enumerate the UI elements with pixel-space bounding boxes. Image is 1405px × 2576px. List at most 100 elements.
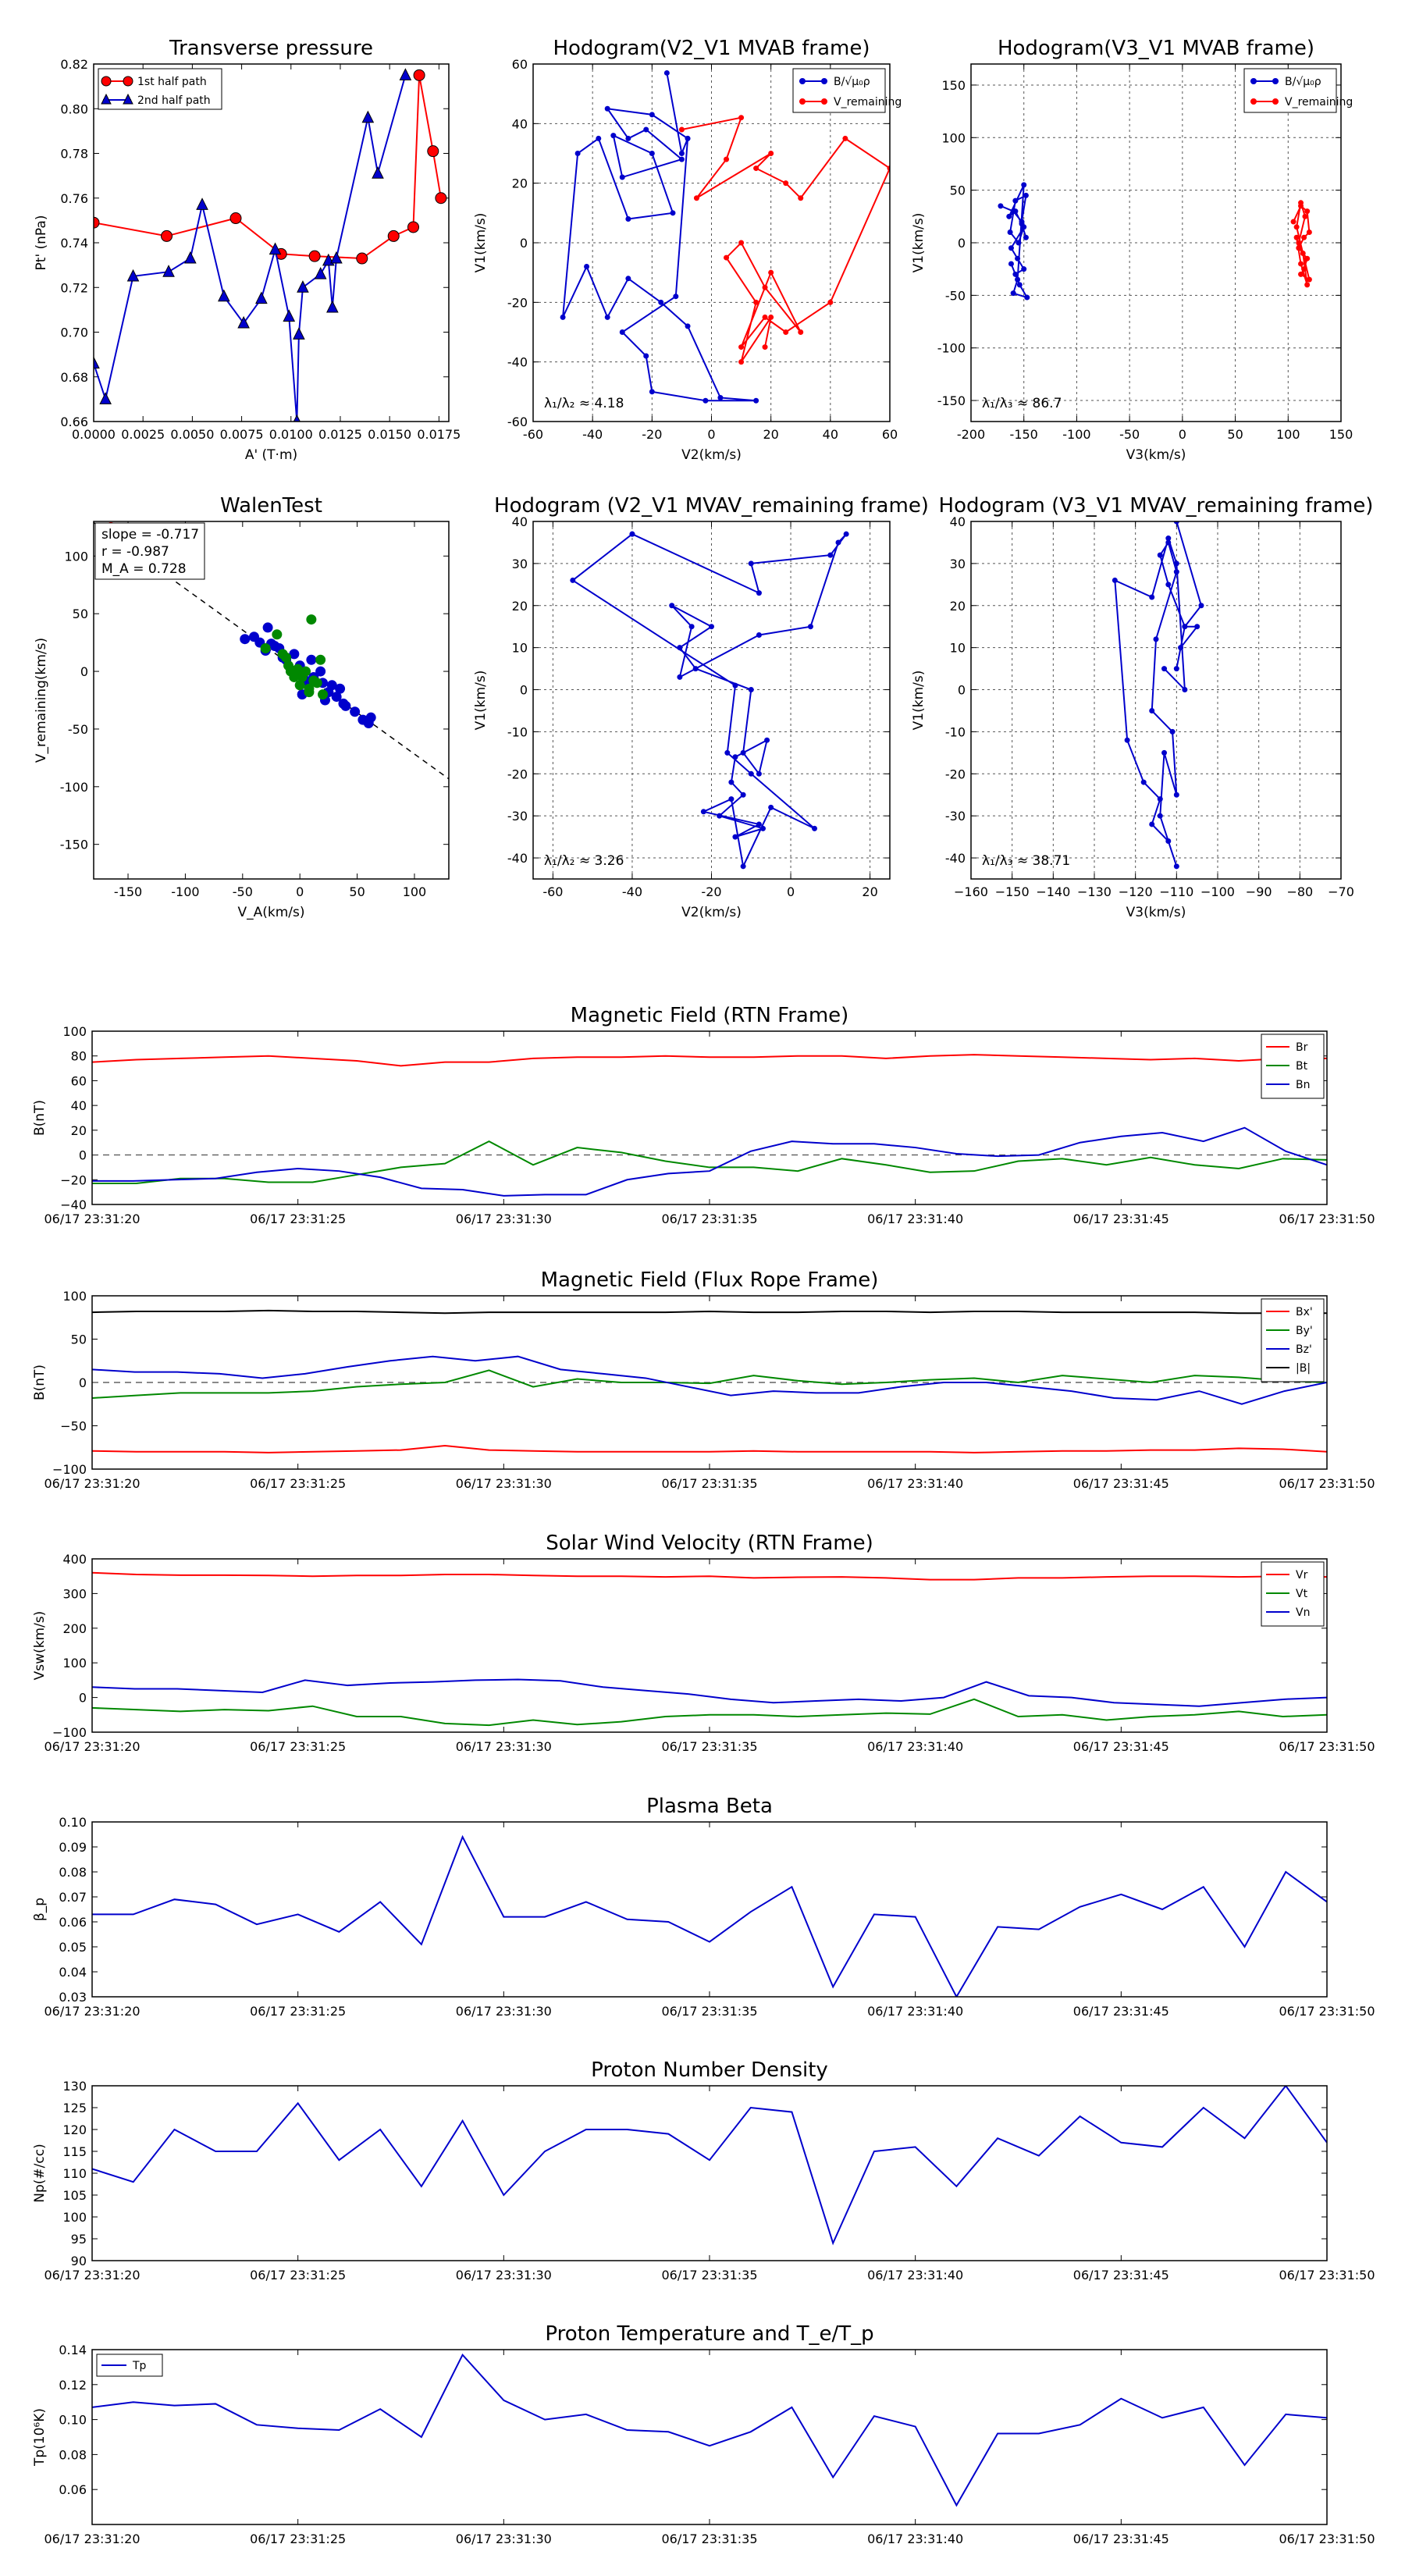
data-point	[1298, 271, 1304, 277]
legend-label: |B|	[1296, 1362, 1311, 1375]
x-tick-label: 0	[787, 884, 795, 899]
x-tick-label: 0.0000	[72, 427, 116, 442]
legend-marker	[821, 78, 827, 84]
x-tick-label: 100	[403, 884, 427, 899]
x-tick-label: -200	[957, 427, 985, 442]
y-axis-label: V_remaining(km/s)	[34, 638, 49, 763]
data-point	[783, 329, 789, 335]
chart-mag_rtn: 06/17 23:31:20 06/17 23:31:25 06/17 23:31:…	[32, 1004, 1375, 1226]
data-point	[753, 299, 759, 305]
data-point	[413, 69, 425, 81]
data-point	[237, 315, 250, 329]
x-tick-label: −100	[1200, 884, 1235, 899]
data-point	[326, 300, 339, 313]
data-point	[807, 624, 813, 630]
data-point	[702, 397, 709, 404]
y-tick-label: -30	[945, 809, 966, 824]
x-tick-label: -150	[1010, 427, 1038, 442]
data-point	[625, 215, 631, 222]
data-point	[291, 668, 302, 679]
data-point	[1165, 582, 1172, 588]
data-point	[361, 110, 375, 123]
series-By-line	[92, 1369, 1327, 1399]
x-axis-label: V2(km/s)	[681, 905, 742, 920]
data-point	[1149, 594, 1155, 600]
data-point	[673, 294, 679, 300]
y-tick-label: 60	[71, 1073, 87, 1088]
data-point	[1140, 779, 1147, 785]
data-point	[1015, 255, 1021, 262]
data-point	[756, 632, 762, 638]
data-point	[560, 314, 566, 320]
y-tick-label: -10	[507, 724, 528, 739]
data-point	[1169, 728, 1176, 735]
y-tick-label: 10	[950, 641, 966, 656]
data-point	[1024, 294, 1030, 301]
y-tick-label: 0.66	[60, 415, 88, 429]
y-tick-label: -40	[507, 355, 528, 370]
data-point	[407, 221, 419, 233]
x-tick-label: 06/17 23:31:30	[456, 1212, 552, 1226]
data-point	[1296, 245, 1302, 251]
data-point	[1165, 535, 1172, 542]
legend: Br Bt Bn	[1261, 1034, 1325, 1099]
x-tick-label: 0	[1179, 427, 1186, 442]
data-point	[435, 192, 447, 205]
legend-label: Tp	[132, 2360, 147, 2372]
y-tick-label: -30	[507, 809, 528, 824]
y-tick-label: 120	[62, 2122, 87, 2137]
plot-area	[92, 1571, 1327, 1727]
legend-marker	[123, 93, 133, 105]
data-point	[218, 289, 230, 302]
legend-marker	[821, 98, 827, 105]
x-tick-label: −130	[1077, 884, 1112, 899]
plot-frame	[91, 1295, 1328, 1470]
y-tick-label: 100	[62, 1289, 87, 1304]
y-tick-label: −20	[60, 1172, 87, 1187]
legend-label: V_remaining	[1285, 96, 1353, 109]
data-point	[732, 834, 738, 840]
data-point	[768, 269, 774, 276]
y-tick-label: 0.08	[59, 1865, 87, 1880]
y-tick-label: 30	[950, 557, 966, 571]
x-axis-label: V2(km/s)	[681, 447, 742, 463]
data-point	[356, 252, 368, 265]
data-point	[827, 299, 834, 305]
data-point	[308, 250, 321, 262]
legend-label: 2nd half path	[137, 94, 211, 107]
x-tick-label: 06/17 23:31:50	[1279, 2004, 1375, 2019]
data-point	[842, 135, 848, 141]
legend: B/√μ₀ρ V_remaining	[792, 68, 902, 113]
y-tick-label: 30	[512, 557, 528, 571]
y-tick-label: 0.08	[59, 2447, 87, 2462]
data-point	[724, 156, 730, 162]
x-tick-label: 0.0075	[220, 427, 264, 442]
legend-label: Vn	[1296, 1606, 1310, 1619]
data-point	[1157, 552, 1163, 558]
x-tick-label: 06/17 23:31:20	[44, 2532, 140, 2546]
y-tick-label: 50	[73, 607, 88, 621]
data-point	[887, 165, 890, 172]
x-tick-label: -40	[582, 427, 603, 442]
y-axis-label: Np(#/cc)	[32, 2144, 48, 2202]
y-tick-label: -20	[507, 767, 528, 781]
y-tick-label: 0.74	[60, 236, 88, 251]
x-tick-label: 06/17 23:31:30	[456, 2004, 552, 2019]
data-point	[1016, 282, 1023, 288]
chart-title: WalenTest	[220, 494, 322, 518]
x-tick-label: 06/17 23:31:30	[456, 1476, 552, 1491]
y-axis-label: V1(km/s)	[473, 213, 489, 273]
x-tick-label: −120	[1119, 884, 1153, 899]
data-point	[1173, 569, 1179, 575]
x-tick-label: 06/17 23:31:40	[867, 1476, 963, 1491]
data-point	[297, 280, 309, 293]
y-tick-label: 400	[62, 1552, 87, 1567]
series-V-0	[1112, 521, 1204, 870]
data-point	[688, 624, 695, 630]
legend: 1st half path 2nd half path	[98, 68, 222, 110]
plot-area	[560, 69, 890, 404]
y-tick-label: -150	[937, 393, 966, 408]
data-point	[269, 242, 282, 255]
data-point	[1198, 603, 1204, 609]
chart-h4: −160 −150 −140 −130 −120 −110 −100 −90 −80 −70 -40…	[911, 494, 1373, 920]
